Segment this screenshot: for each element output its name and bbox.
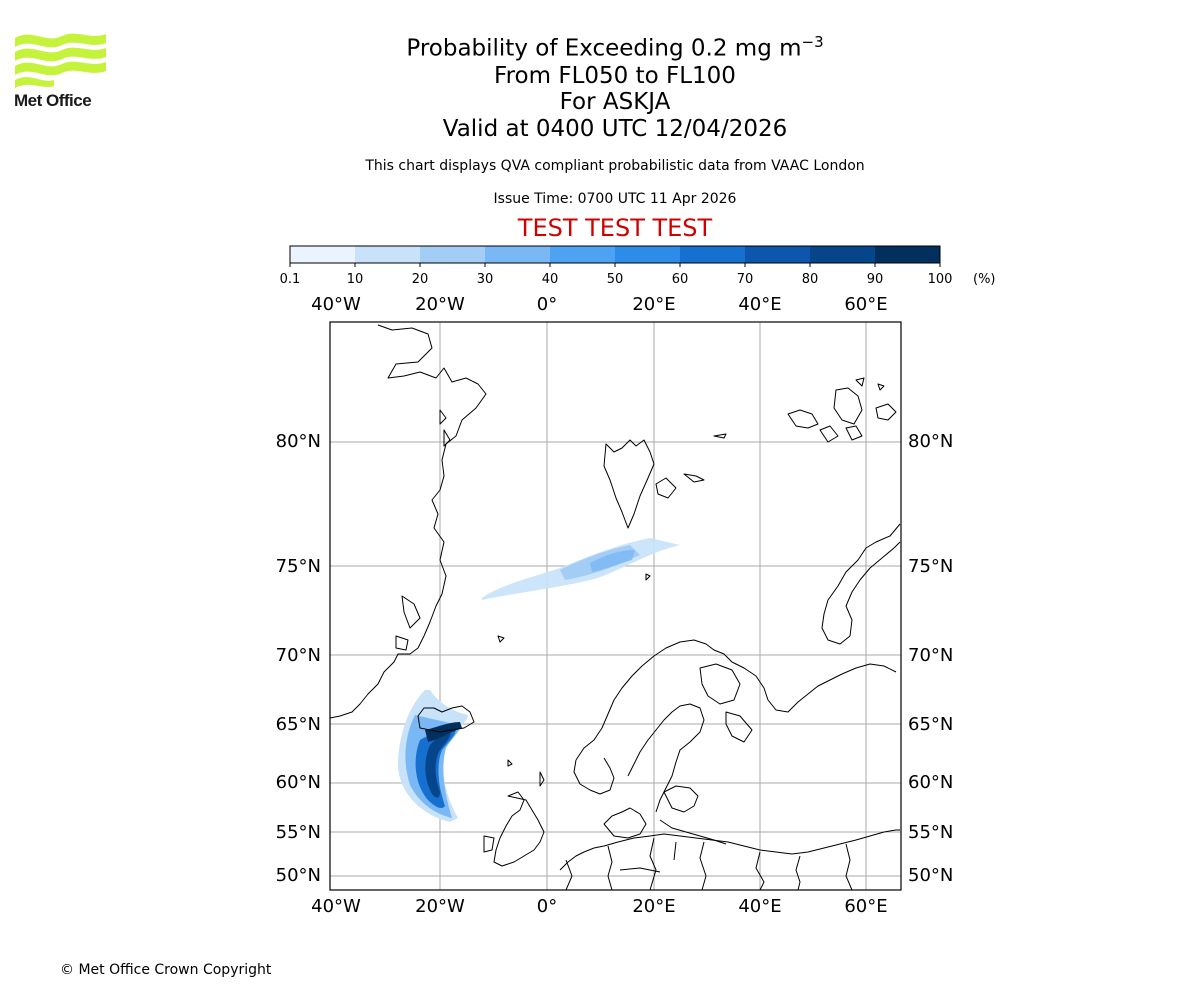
volcano-name: For ASKJA [559,89,671,115]
lon-label: 60°E [844,896,887,917]
lon-label: 40°E [738,294,781,315]
issue-time: Issue Time: 0700 UTC 11 Apr 2026 [493,191,737,207]
lat-label: 50°N [908,865,953,886]
lat-label: 75°N [908,556,953,577]
colorbar-tick-label: 50 [607,272,624,287]
lat-label: 65°N [908,714,953,735]
colorbar-tick-label: 100 [928,272,953,287]
lon-label: 20°E [632,896,675,917]
longitude-labels-top: 40°W 20°W 0° 20°E 40°E 60°E [311,294,887,315]
lat-label: 50°N [276,865,321,886]
lat-label: 60°N [276,772,321,793]
valid-time: Valid at 0400 UTC 12/04/2026 [442,116,788,142]
lat-label: 70°N [276,645,321,666]
colorbar-tick-label: 30 [477,272,494,287]
colorbar-segment [745,246,811,263]
colorbar-tick-label: 90 [867,272,884,287]
met-office-logo-icon [15,33,106,88]
flight-levels: From FL050 to FL100 [494,63,736,89]
chart-title: Probability of Exceeding 0.2 mg m−3 [406,33,824,62]
lat-label: 70°N [908,645,953,666]
latitude-labels-left: 80°N 75°N 70°N 65°N 60°N 55°N 50°N [276,431,321,886]
lat-label: 65°N [276,714,321,735]
lon-label: 40°E [738,896,781,917]
lon-label: 40°W [311,896,361,917]
lon-label: 20°E [632,294,675,315]
colorbar-tick-label: 80 [802,272,819,287]
colorbar-segment [420,246,486,263]
colorbar-segment [550,246,616,263]
latitude-labels-right: 80°N 75°N 70°N 65°N 60°N 55°N 50°N [908,431,953,886]
colorbar-tick-label: 10 [347,272,364,287]
lat-label: 55°N [908,822,953,843]
lon-label: 40°W [311,294,361,315]
met-office-logo-text: Met Office [14,91,92,110]
colorbar-segment [290,246,356,263]
lat-label: 80°N [908,431,953,452]
lat-label: 75°N [276,556,321,577]
lat-label: 60°N [908,772,953,793]
colorbar-tick-label: 0.1 [280,272,301,287]
chart-description: This chart displays QVA compliant probab… [365,158,865,174]
colorbar-segment [875,246,941,263]
copyright: © Met Office Crown Copyright [60,962,272,978]
colorbar-segment [615,246,681,263]
lat-label: 80°N [276,431,321,452]
colorbar-segment [355,246,421,263]
lon-label: 0° [537,294,557,315]
lat-label: 55°N [276,822,321,843]
lon-label: 20°W [415,294,465,315]
lon-label: 20°W [415,896,465,917]
colorbar-segment [680,246,746,263]
coastlines [330,324,901,890]
colorbar-ticks: 0.1 10 20 30 40 50 60 70 80 90 100 [280,263,953,287]
longitude-labels-bottom: 40°W 20°W 0° 20°E 40°E 60°E [311,896,887,917]
colorbar-tick-label: 40 [542,272,559,287]
lon-label: 0° [537,896,557,917]
colorbar-segment [810,246,876,263]
colorbar-tick-label: 70 [737,272,754,287]
test-banner: TEST TEST TEST [517,214,713,242]
map-frame [329,321,902,891]
colorbar-tick-label: 20 [412,272,429,287]
colorbar-unit: (%) [973,272,996,287]
colorbar-segment [485,246,551,263]
ash-plume-streak [482,538,680,600]
colorbar [289,245,941,264]
colorbar-tick-label: 60 [672,272,689,287]
gridlines [330,322,901,890]
lon-label: 60°E [844,294,887,315]
ash-plume-iceland [397,690,468,822]
